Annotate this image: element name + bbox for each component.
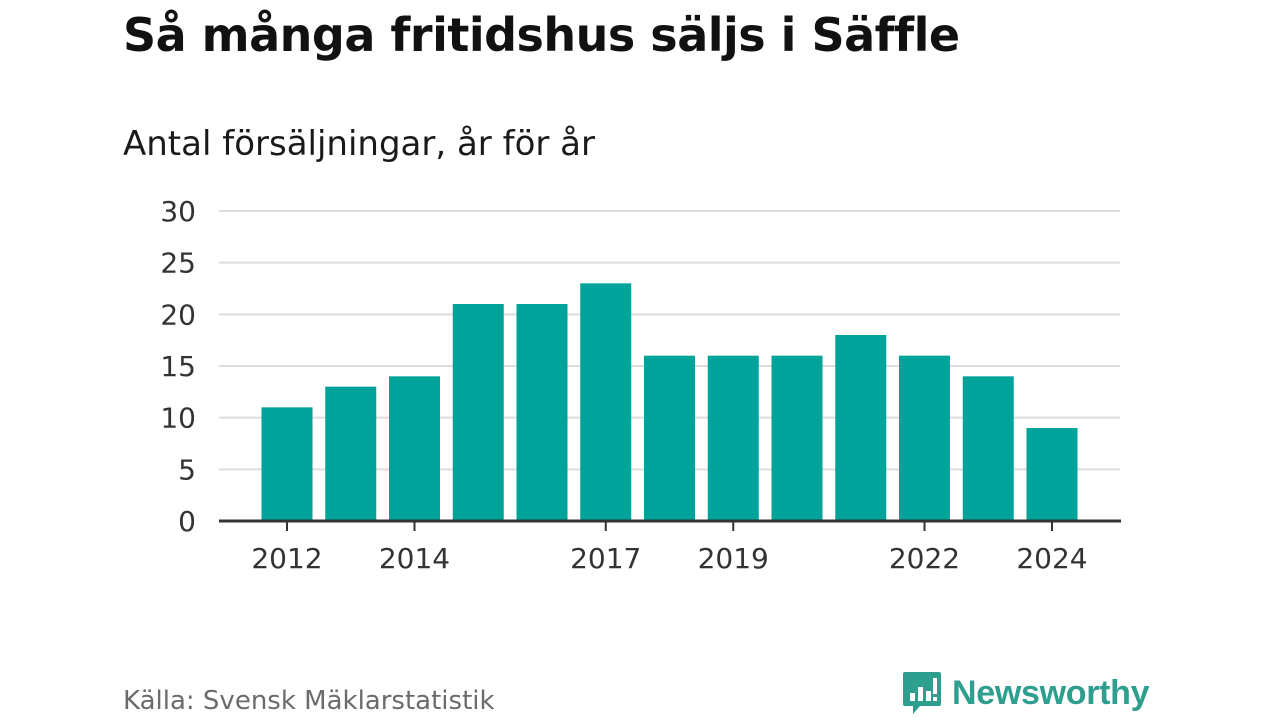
y-tick-label: 30 xyxy=(160,195,196,228)
bar-chart: 0 5 10 15 20 25 30 2012 2014 2017 2019 2022 2024 xyxy=(160,195,1121,575)
bar-2023 xyxy=(962,376,1014,521)
bar-2018 xyxy=(644,355,695,521)
chart-subtitle: Antal försäljningar, år för år xyxy=(123,124,595,164)
bar-2022 xyxy=(899,355,950,521)
x-tick-label: 2022 xyxy=(889,542,960,575)
y-axis-tick-labels: 0 5 10 15 20 25 30 xyxy=(160,195,196,538)
brand-logo: Newsworthy xyxy=(902,671,1150,715)
y-tick-label: 0 xyxy=(178,505,196,538)
chart-title: Så många fritidshus säljs i Säffle xyxy=(123,8,960,62)
y-tick-label: 20 xyxy=(160,298,196,331)
source-note: Källa: Svensk Mäklarstatistik xyxy=(123,686,495,716)
bar-2019 xyxy=(707,355,759,521)
bar-2020 xyxy=(771,355,823,521)
y-tick-label: 5 xyxy=(178,453,196,486)
y-tick-label: 10 xyxy=(160,402,196,435)
brand-name: Newsworthy xyxy=(952,673,1150,712)
bar-2024 xyxy=(1026,428,1078,521)
x-tick-label: 2019 xyxy=(698,542,769,575)
bar-2017 xyxy=(580,283,632,521)
bar-2013 xyxy=(325,386,377,521)
bar-2015 xyxy=(452,304,504,521)
bars xyxy=(261,283,1078,521)
newsworthy-logo-icon xyxy=(903,672,941,714)
y-tick-label: 25 xyxy=(160,247,196,280)
bar-2014 xyxy=(389,376,440,521)
y-tick-label: 15 xyxy=(160,350,196,383)
x-tick-label: 2024 xyxy=(1016,542,1087,575)
bar-2021 xyxy=(835,335,887,521)
bar-2016 xyxy=(516,304,568,521)
x-tick-label: 2017 xyxy=(570,542,641,575)
x-axis-tick-labels: 2012 2014 2017 2019 2022 2024 xyxy=(251,521,1088,575)
x-tick-label: 2014 xyxy=(379,542,450,575)
bar-2012 xyxy=(261,407,313,521)
x-tick-label: 2012 xyxy=(251,542,322,575)
